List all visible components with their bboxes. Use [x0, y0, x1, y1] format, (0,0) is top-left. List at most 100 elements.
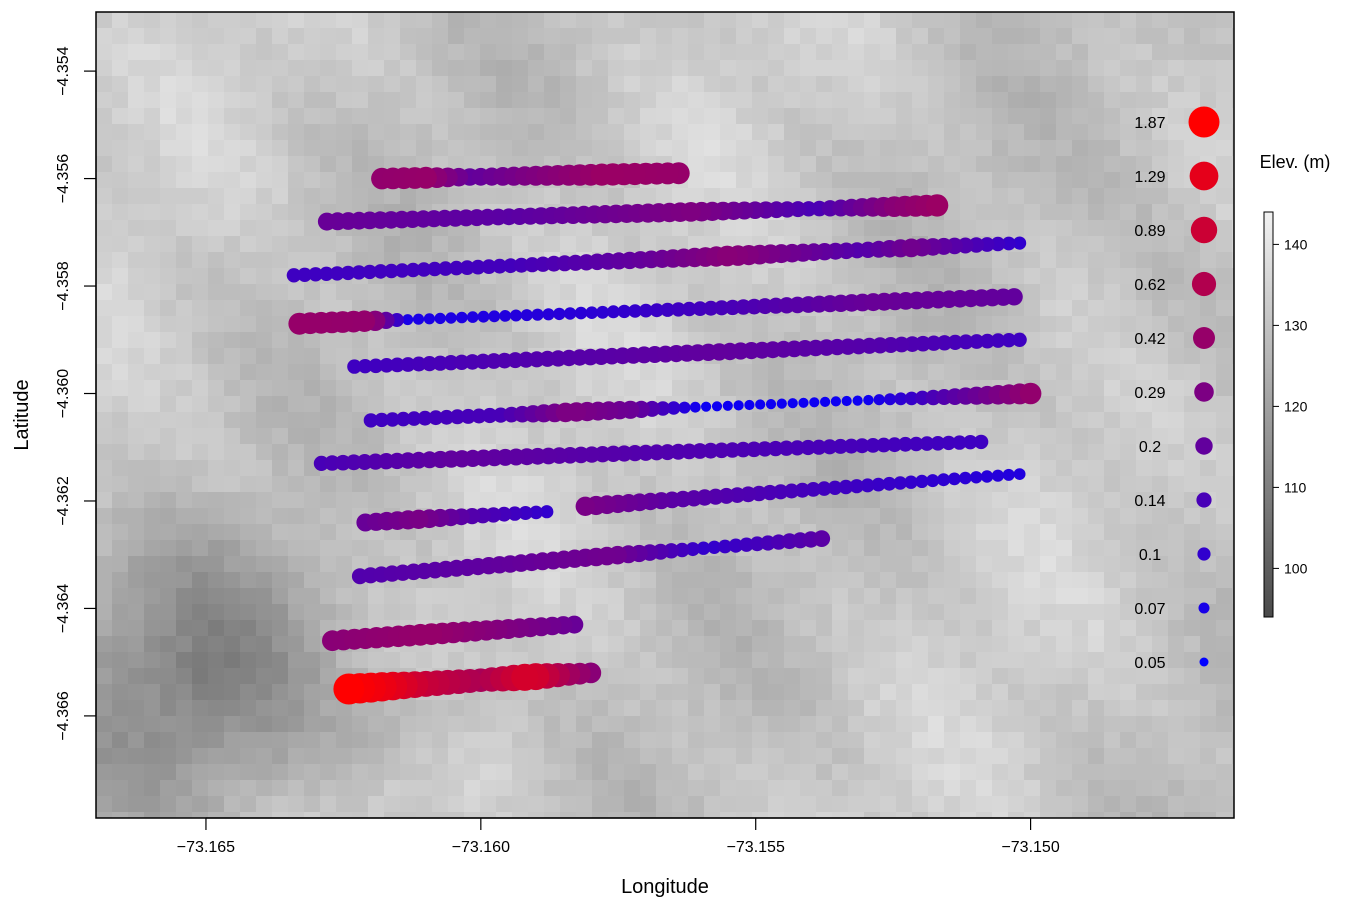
data-point — [919, 436, 935, 451]
data-point — [428, 410, 444, 426]
data-point — [830, 396, 842, 407]
data-point — [798, 397, 809, 408]
data-point — [901, 238, 921, 258]
data-point — [1001, 333, 1017, 348]
data-point — [347, 359, 362, 374]
data-point — [434, 312, 446, 325]
size-legend-symbol — [1189, 161, 1219, 191]
size-legend-label: 0.62 — [1134, 277, 1165, 294]
data-point — [574, 306, 588, 320]
data-point — [333, 673, 365, 705]
data-point — [979, 237, 995, 252]
data-point — [930, 436, 946, 451]
data-point — [585, 306, 599, 320]
elevation-raster — [96, 12, 1234, 818]
data-point — [439, 409, 454, 425]
data-point — [816, 481, 832, 496]
data-point — [843, 438, 859, 454]
y-axis: −4.354 −4.356 −4.358 −4.360 −4.362 −4.364 −4.3… — [55, 46, 97, 741]
size-legend: 1.87 1.29 0.89 0.62 0.42 0.29 0.2 0.14 0.1 0.07 0.… — [1134, 106, 1220, 672]
data-point — [524, 257, 540, 273]
size-legend-label: 0.14 — [1134, 493, 1165, 510]
data-point — [330, 266, 345, 281]
size-legend-symbol — [1194, 382, 1214, 402]
data-point — [813, 530, 831, 547]
data-point — [718, 539, 732, 554]
x-tick-label: −73.150 — [1001, 839, 1059, 856]
data-point — [822, 439, 838, 455]
data-point — [864, 293, 883, 312]
data-point — [755, 399, 766, 410]
y-tick-label: −4.364 — [55, 584, 72, 633]
data-point — [417, 410, 433, 426]
data-point — [1013, 468, 1026, 480]
data-point — [649, 303, 664, 318]
size-legend-symbol — [1190, 216, 1218, 244]
data-point — [400, 357, 416, 372]
size-legend-symbol — [1191, 271, 1217, 297]
data-point — [969, 334, 985, 349]
colorbar-title: Elev. (m) — [1260, 152, 1331, 172]
data-point — [681, 301, 697, 317]
data-point — [456, 311, 468, 324]
data-point — [1019, 382, 1042, 405]
data-point — [409, 509, 429, 529]
data-point — [389, 357, 405, 373]
data-point — [423, 313, 435, 325]
data-point — [926, 474, 940, 488]
data-point — [667, 401, 681, 415]
data-point — [958, 334, 974, 350]
data-point — [1012, 332, 1027, 347]
data-point — [678, 401, 691, 414]
data-point — [288, 312, 311, 335]
size-legend-label: 0.1 — [1139, 547, 1161, 564]
data-point — [990, 236, 1006, 252]
elevation-colorbar: Elev. (m) 100 110 120 130 140 — [1260, 152, 1331, 618]
size-legend-label: 1.29 — [1134, 169, 1165, 186]
data-point — [915, 474, 929, 488]
data-point — [707, 540, 721, 554]
data-point — [904, 475, 918, 489]
data-point — [805, 482, 821, 497]
data-point — [980, 333, 995, 349]
data-point — [481, 259, 497, 274]
data-point — [518, 506, 533, 520]
data-point — [511, 663, 539, 691]
data-point — [1002, 468, 1015, 481]
data-point — [904, 391, 919, 406]
data-point — [438, 261, 453, 276]
size-legend-label: 0.2 — [1139, 439, 1161, 456]
data-point — [820, 396, 831, 407]
data-point — [617, 304, 631, 319]
data-point — [778, 440, 795, 456]
data-point — [416, 262, 432, 277]
data-point — [507, 506, 522, 521]
data-point — [324, 455, 340, 471]
data-point — [445, 312, 457, 324]
data-point — [689, 401, 701, 413]
data-point — [915, 390, 930, 406]
data-point — [340, 265, 356, 281]
y-tick-label: −4.362 — [55, 476, 72, 525]
y-tick-label: −4.360 — [55, 369, 72, 418]
y-tick-label: −4.354 — [55, 46, 72, 95]
data-point — [811, 439, 827, 455]
size-legend-symbol — [1196, 492, 1212, 508]
data-point — [696, 541, 711, 555]
data-point — [482, 407, 498, 424]
size-legend-label: 1.87 — [1134, 115, 1165, 132]
data-point — [477, 310, 490, 323]
data-point — [681, 202, 701, 222]
data-point — [952, 435, 967, 450]
data-point — [711, 401, 723, 412]
data-point — [871, 477, 886, 492]
size-legend-symbol — [1188, 106, 1220, 138]
size-legend-label: 0.29 — [1134, 385, 1165, 402]
data-point — [596, 305, 609, 319]
data-point — [959, 471, 972, 485]
data-point — [308, 267, 323, 282]
data-point — [470, 259, 486, 275]
elevation-points — [286, 162, 1042, 705]
data-point — [513, 257, 529, 273]
data-point — [716, 245, 738, 267]
